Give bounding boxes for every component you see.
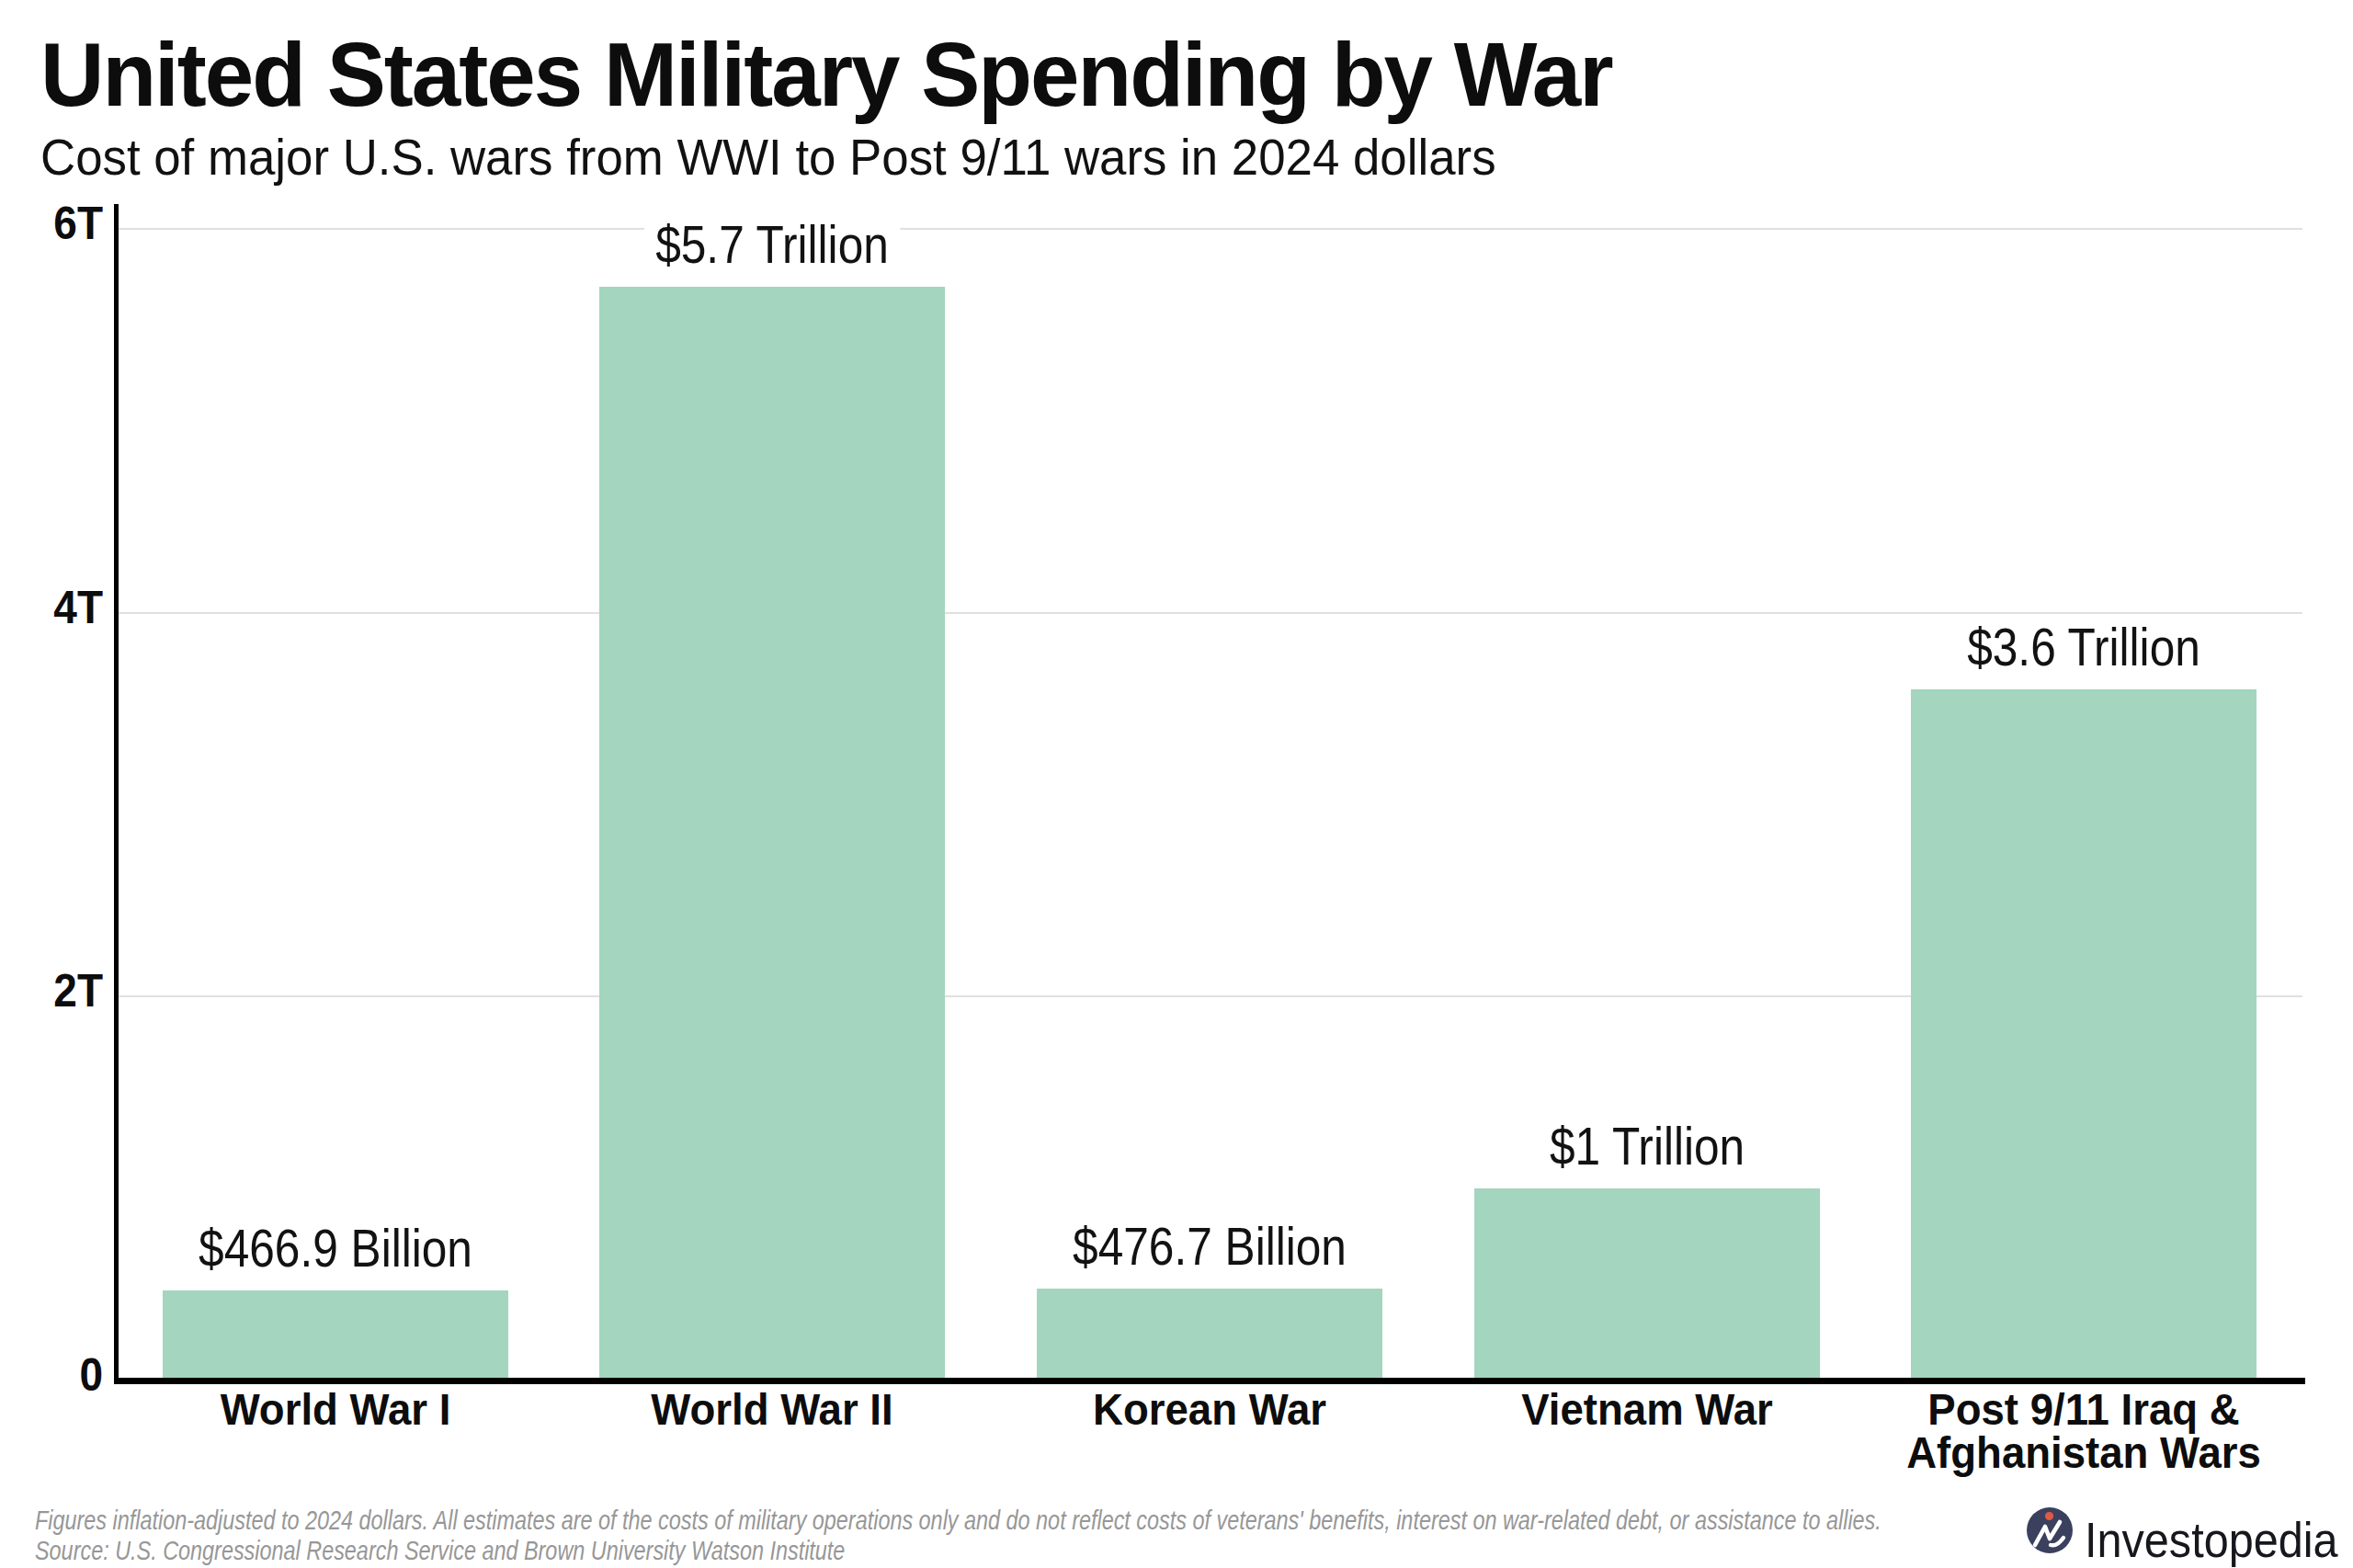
y-axis-tick-0: 0	[8, 1352, 103, 1398]
gridline-4t	[117, 612, 2302, 614]
chart-title: United States Military Spending by War	[40, 29, 1612, 119]
value-label-post-9-11-iraq-afghanistan-wars: $3.6 Trillion	[1956, 616, 2211, 679]
category-label-korean-war: Korean War	[1093, 1388, 1326, 1431]
value-label-korean-war: $476.7 Billion	[1062, 1215, 1358, 1278]
chart-subtitle: Cost of major U.S. wars from WWI to Post…	[40, 132, 1496, 183]
category-label-world-war-i: World War I	[220, 1388, 450, 1431]
category-label-world-war-ii: World War II	[652, 1388, 893, 1431]
bar-korean-war	[1037, 1289, 1382, 1381]
value-label-world-war-ii: $5.7 Trillion	[644, 213, 900, 277]
value-label-world-war-i: $466.9 Billion	[188, 1217, 483, 1280]
y-axis-line	[114, 204, 119, 1381]
category-label-post-9-11-iraq-afghanistan-wars: Post 9/11 Iraq & Afghanistan Wars	[1906, 1388, 2261, 1474]
value-label-vietnam-war: $1 Trillion	[1538, 1115, 1756, 1178]
x-axis-line	[114, 1378, 2305, 1384]
gridline-6t	[117, 228, 2302, 230]
bar-world-war-i	[163, 1290, 508, 1381]
investopedia-logo-icon	[2027, 1507, 2073, 1553]
infographic: United States Military Spending by War C…	[0, 0, 2353, 1568]
footnote-line1: Figures inflation-adjusted to 2024 dolla…	[35, 1505, 1881, 1535]
bar-world-war-ii	[599, 287, 945, 1381]
investopedia-logo-text: Investopedia	[2085, 1515, 2338, 1564]
footnote-line2: Source: U.S. Congressional Research Serv…	[35, 1535, 845, 1565]
y-axis-tick-4t: 4T	[8, 585, 103, 631]
y-axis-tick-6t: 6T	[8, 200, 103, 246]
category-label-vietnam-war: Vietnam War	[1521, 1388, 1773, 1431]
bar-post-9-11-iraq-afghanistan-wars	[1911, 689, 2256, 1381]
y-axis-tick-2t: 2T	[8, 968, 103, 1014]
bar-vietnam-war	[1474, 1188, 1820, 1381]
